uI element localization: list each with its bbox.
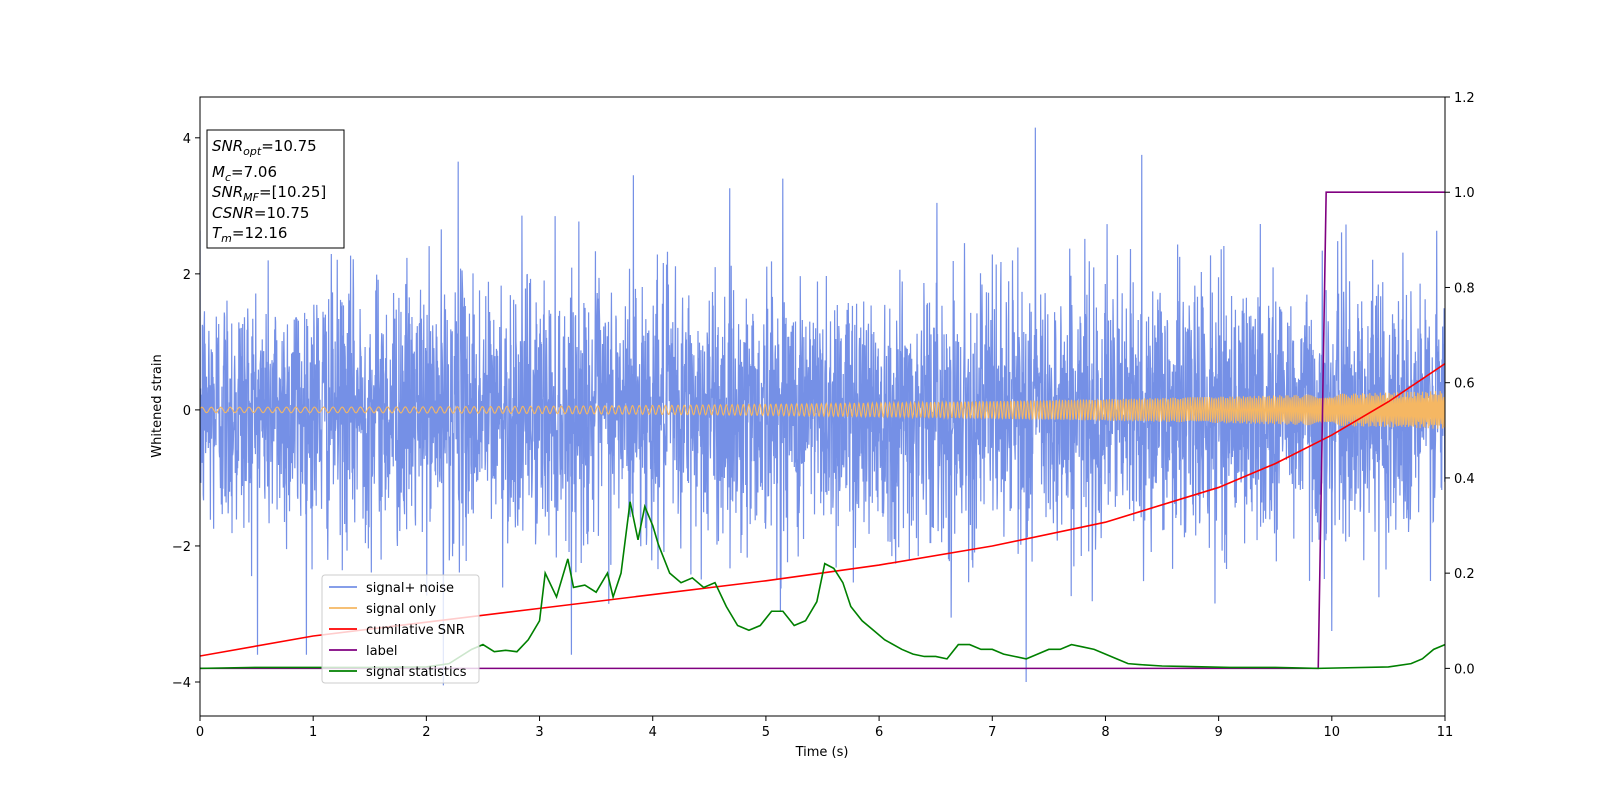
- x-tick-label: 6: [875, 725, 883, 740]
- y-axis-title: Whitened strain: [150, 354, 165, 457]
- y2-tick-label: 1.2: [1454, 91, 1475, 106]
- y2-tick-label: 1.0: [1454, 186, 1475, 201]
- x-tick-label: 4: [649, 725, 657, 740]
- y-tick-label: 0: [183, 404, 191, 419]
- legend-label: signal+ noise: [366, 581, 454, 596]
- x-tick-label: 7: [988, 725, 996, 740]
- x-tick-label: 5: [762, 725, 770, 740]
- y2-tick-label: 0.2: [1454, 567, 1475, 582]
- legend-label: signal only: [366, 602, 436, 617]
- y-tick-label: −4: [172, 676, 191, 691]
- y-tick-label: 2: [183, 268, 191, 283]
- x-axis: 0 1 2 3 4 5 6 7 8 9 10 11: [196, 716, 1453, 740]
- y-tick-label: 4: [183, 132, 191, 147]
- legend-frame: [321, 574, 480, 684]
- y2-tick-label: 0.6: [1454, 377, 1475, 392]
- legend-label: cumilative SNR: [366, 623, 465, 638]
- y-tick-label: −2: [172, 540, 191, 555]
- x-tick-label: 1: [309, 725, 317, 740]
- y2-tick-label: 0.4: [1454, 472, 1475, 487]
- legend-label: label: [366, 644, 397, 659]
- x-tick-label: 11: [1437, 725, 1454, 740]
- info-csnr: CSNR=10.75: [212, 204, 309, 222]
- x-tick-label: 3: [535, 725, 543, 740]
- info-box-frame: [206, 129, 345, 249]
- x-axis-title: Time (s): [795, 745, 849, 760]
- y-axis-right: 0.0 0.2 0.4 0.6 0.8 1.0 1.2: [1445, 91, 1475, 677]
- legend-label: signal statistics: [366, 665, 467, 680]
- series-label: [200, 191, 1445, 670]
- y-axis-left: −4 −2 0 2 4: [172, 132, 200, 691]
- x-tick-label: 8: [1101, 725, 1109, 740]
- x-tick-label: 0: [196, 725, 204, 740]
- x-tick-label: 10: [1324, 725, 1341, 740]
- series-signal-only: [200, 391, 1445, 429]
- x-tick-label: 2: [422, 725, 430, 740]
- x-tick-label: 9: [1214, 725, 1222, 740]
- legend: signal+ noise signal only cumilative SNR la…: [321, 574, 480, 684]
- plot-frame: [199, 96, 1446, 717]
- y2-tick-label: 0.8: [1454, 281, 1475, 296]
- info-snr-mf: SNRMF=[10.25]: [212, 183, 326, 204]
- info-tm: Tm=12.16: [212, 224, 287, 245]
- info-snr-opt: SNRopt=10.75: [212, 137, 317, 158]
- series-signal-statistics: [200, 501, 1445, 670]
- info-mc: Mc=7.06: [212, 163, 277, 184]
- info-box: SNRopt=10.75 Mc=7.06 SNRMF=[10.25] CSNR=…: [206, 129, 345, 249]
- y2-tick-label: 0.0: [1454, 662, 1475, 677]
